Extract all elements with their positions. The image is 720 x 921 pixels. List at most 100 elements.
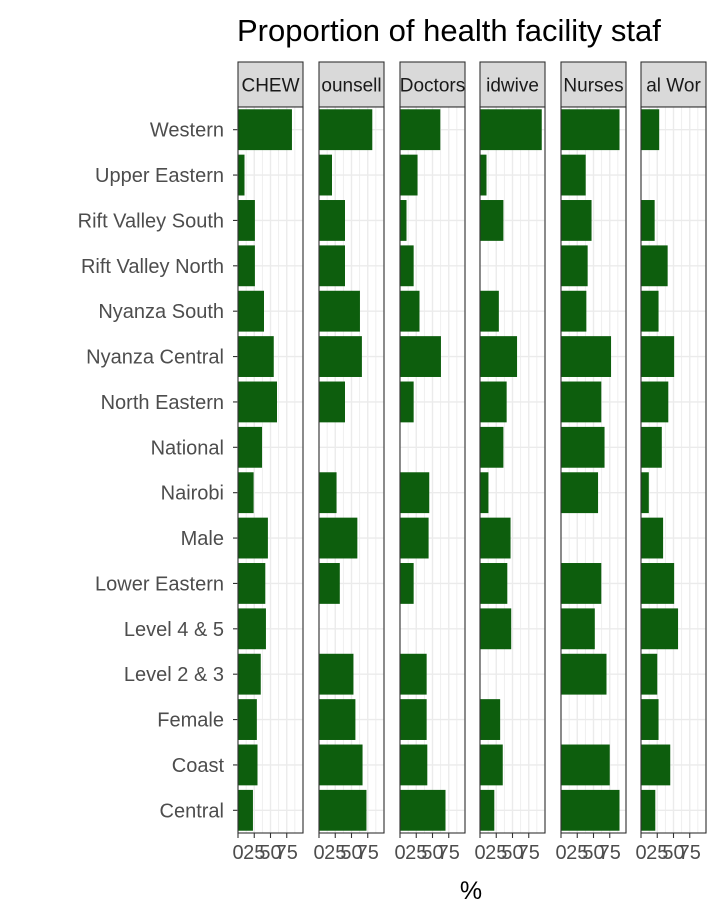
bar	[400, 699, 427, 740]
bar	[238, 109, 292, 151]
facet-strip-label: ounsell	[321, 76, 381, 97]
x-tick-label: 25	[324, 842, 346, 864]
bar	[641, 699, 659, 740]
bar	[238, 290, 264, 332]
bar	[480, 472, 489, 514]
bar	[561, 154, 586, 196]
bar	[238, 563, 266, 604]
bar	[561, 608, 595, 650]
bar	[641, 517, 664, 559]
bar	[238, 154, 245, 196]
y-tick-label: Coast	[172, 755, 225, 777]
bar	[238, 426, 263, 468]
x-tick-label: 50	[259, 842, 281, 864]
x-tick-label: 25	[566, 842, 588, 864]
x-tick-label: 0	[313, 842, 324, 864]
bar	[480, 154, 487, 196]
y-tick-label: Rift Valley North	[81, 256, 224, 278]
y-tick-label: North Eastern	[101, 392, 224, 414]
bar	[319, 381, 345, 423]
bar	[480, 563, 508, 604]
bar	[400, 653, 427, 695]
y-tick-label: Central	[160, 800, 224, 822]
y-tick-label: Level 4 & 5	[124, 619, 224, 641]
x-tick-label: 25	[405, 842, 427, 864]
bar	[561, 109, 620, 151]
bar	[238, 744, 258, 786]
x-tick-label: 75	[276, 842, 298, 864]
x-tick-label: 0	[232, 842, 243, 864]
bar	[400, 200, 407, 241]
bar	[561, 336, 612, 377]
y-tick-label: Rift Valley South	[78, 210, 224, 232]
bar	[238, 608, 266, 650]
facet-strip-label: CHEW	[241, 76, 299, 97]
y-tick-label: Upper Eastern	[95, 165, 224, 187]
bar	[480, 109, 542, 151]
bar	[561, 653, 607, 695]
bar	[641, 426, 662, 468]
bar	[641, 290, 659, 332]
bar	[641, 608, 679, 650]
bar	[319, 563, 340, 604]
bar	[238, 245, 255, 287]
bar	[641, 744, 671, 786]
bar	[238, 336, 274, 377]
bar	[480, 744, 503, 786]
y-tick-label: National	[151, 437, 224, 459]
bar	[480, 699, 501, 740]
facet-strip	[479, 61, 546, 108]
bar	[561, 472, 599, 514]
bar	[561, 245, 588, 287]
bar	[561, 563, 602, 604]
facet-strip-label: al Wor	[646, 76, 701, 97]
bar	[480, 381, 507, 423]
bar	[319, 472, 337, 514]
bar	[319, 653, 354, 695]
bar	[561, 744, 610, 786]
bar	[641, 789, 656, 831]
bar	[400, 563, 414, 604]
facet-strip	[640, 61, 707, 108]
y-tick-label: Level 2 & 3	[124, 664, 224, 686]
bar	[561, 426, 605, 468]
x-tick-label: 25	[485, 842, 507, 864]
bar	[319, 200, 345, 241]
x-tick-label: 0	[635, 842, 646, 864]
bar	[400, 109, 441, 151]
bar	[400, 381, 414, 423]
bar	[561, 290, 587, 332]
bar	[319, 699, 356, 740]
x-tick-label: 75	[357, 842, 379, 864]
y-tick-label: Lower Eastern	[95, 573, 224, 595]
bar	[400, 154, 418, 196]
bar	[319, 109, 373, 151]
bar	[480, 608, 512, 650]
x-tick-label: 25	[243, 842, 265, 864]
bar	[319, 789, 367, 831]
y-tick-label: Nairobi	[161, 483, 224, 505]
bar	[238, 699, 257, 740]
x-tick-label: 0	[394, 842, 405, 864]
bar	[561, 200, 592, 241]
bar	[319, 154, 332, 196]
y-tick-label: Nyanza Central	[86, 347, 224, 369]
bar	[480, 336, 518, 377]
x-tick-label: 50	[582, 842, 604, 864]
y-tick-label: Nyanza South	[98, 301, 224, 323]
x-tick-label: 0	[474, 842, 485, 864]
bar	[319, 517, 358, 559]
facet-strip-label: Nurses	[563, 76, 623, 97]
bar	[480, 290, 499, 332]
bar	[400, 789, 446, 831]
bar	[400, 336, 441, 377]
bar	[319, 245, 345, 287]
y-tick-label: Female	[157, 710, 224, 732]
